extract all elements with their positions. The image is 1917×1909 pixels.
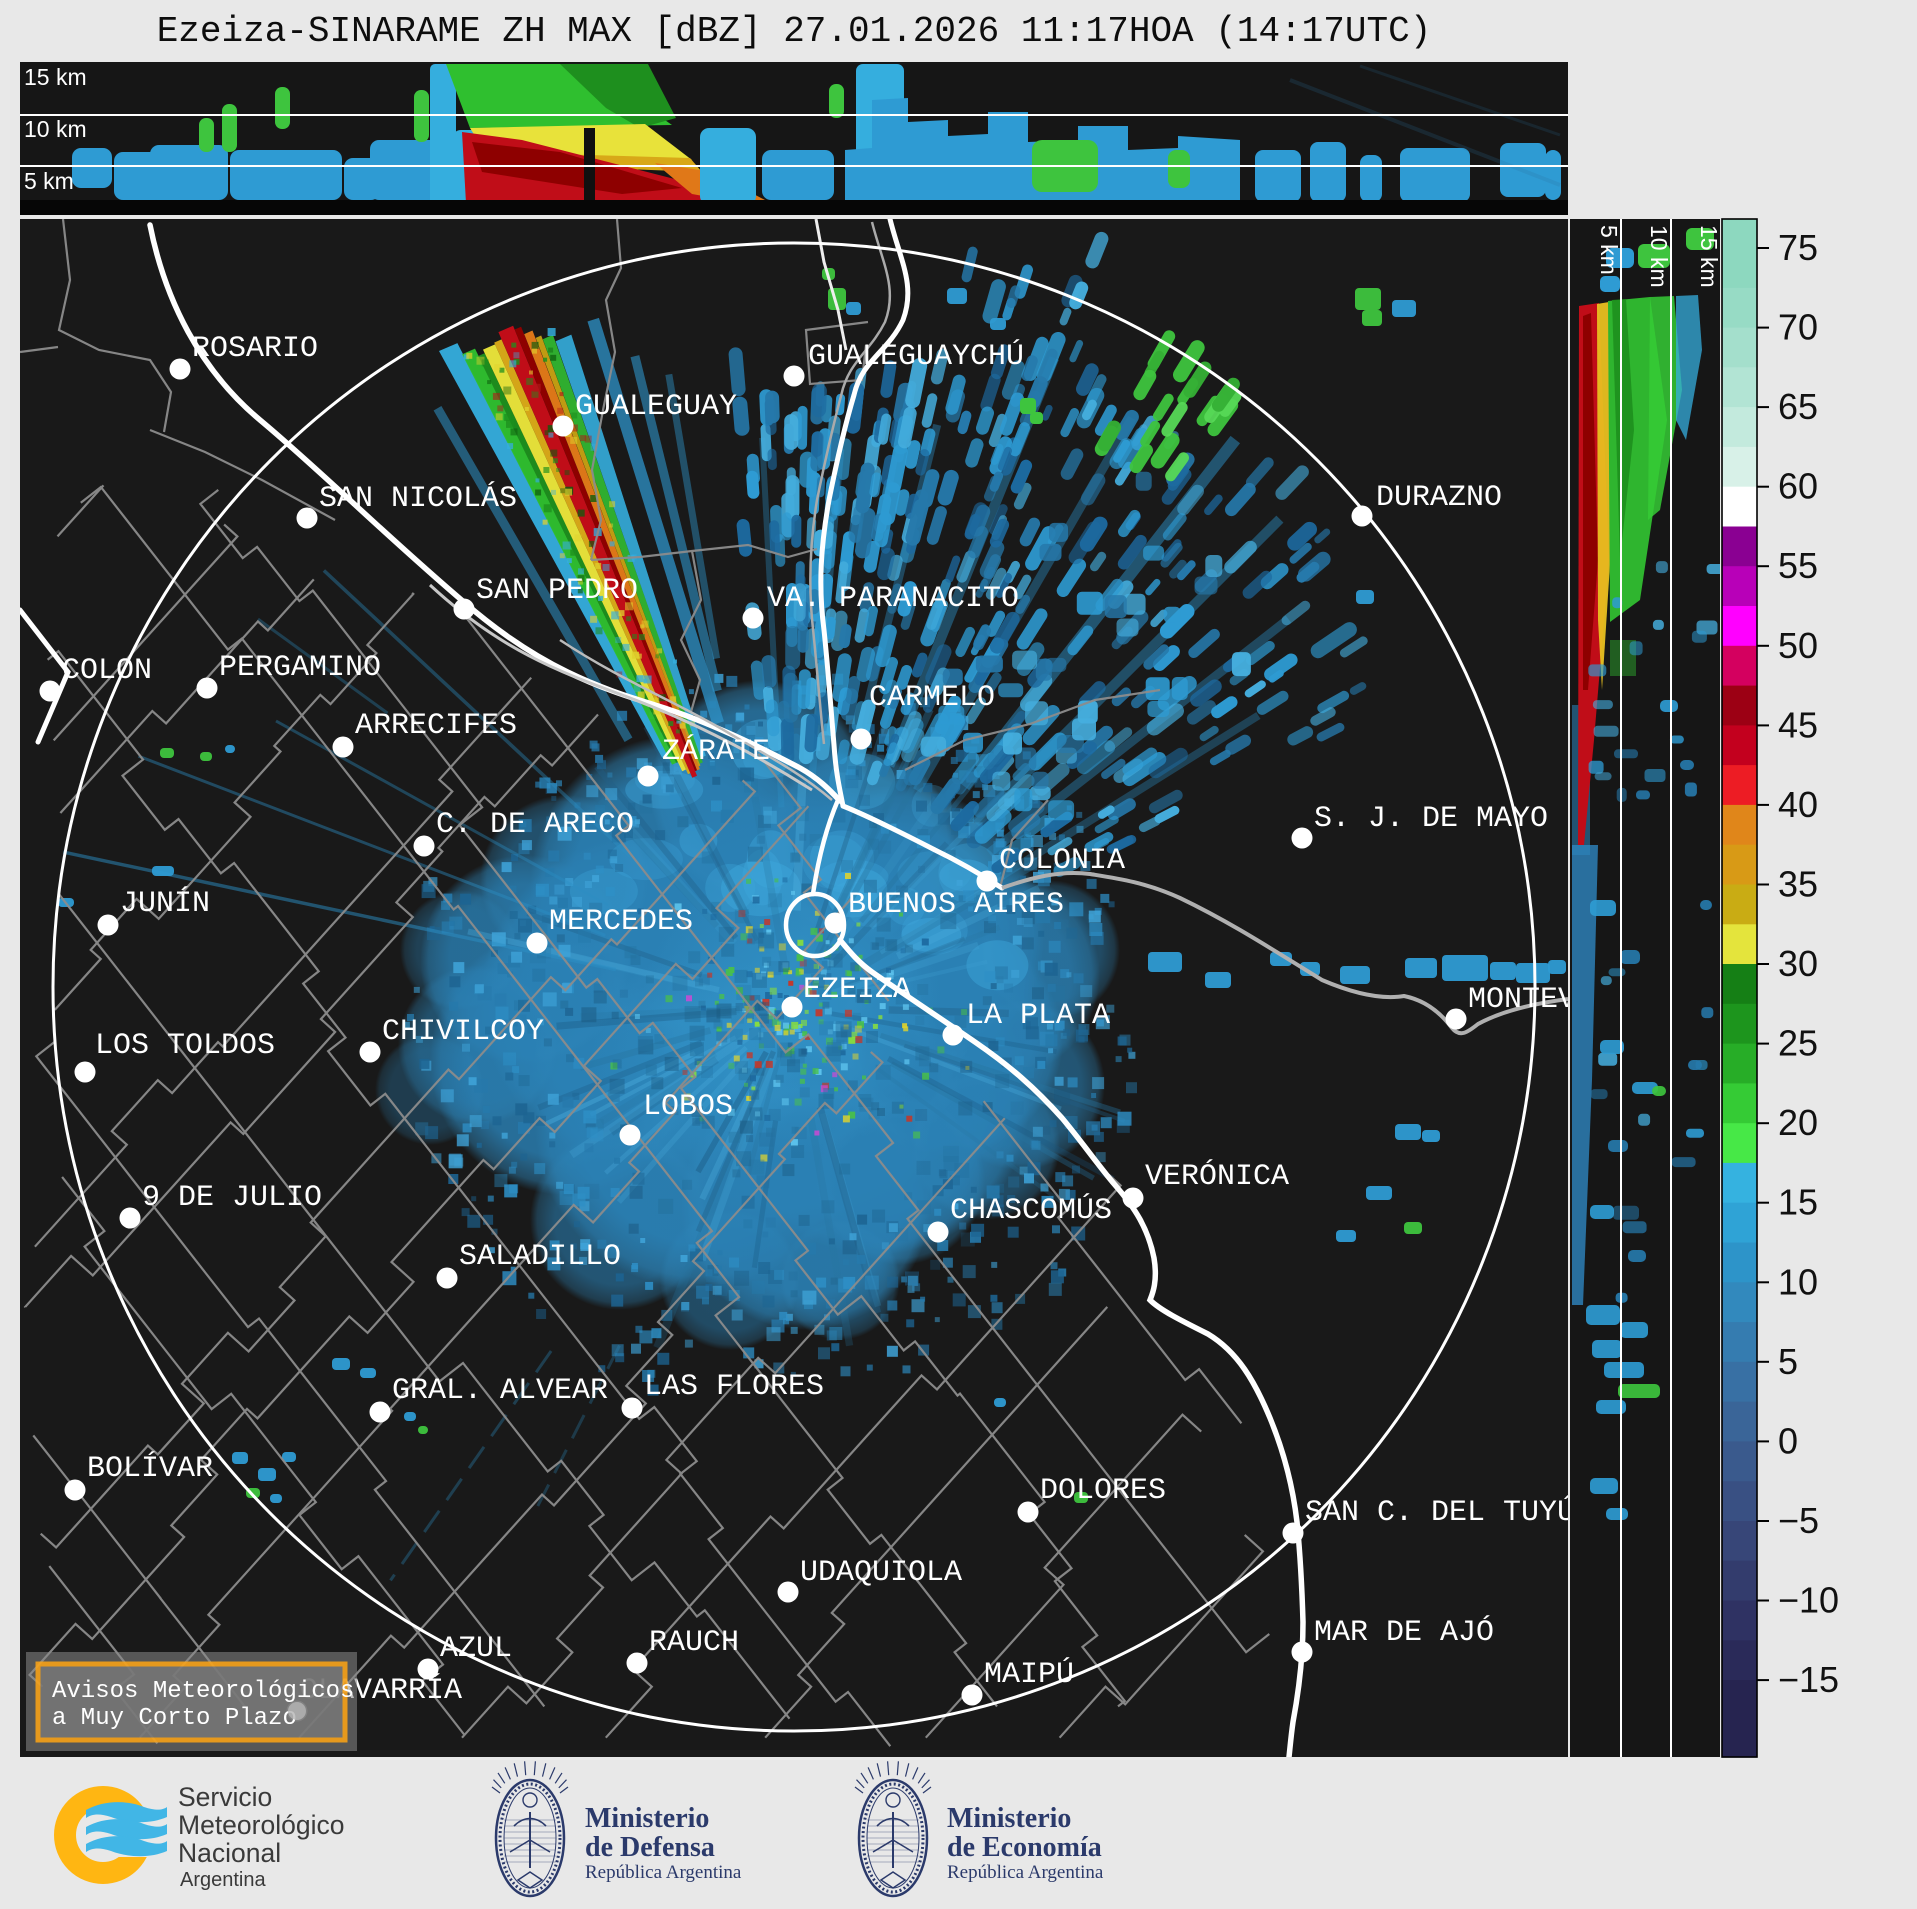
svg-text:UDAQUIOLA: UDAQUIOLA — [800, 1556, 962, 1590]
svg-text:55: 55 — [1778, 545, 1818, 586]
svg-text:25: 25 — [1778, 1023, 1818, 1064]
svg-text:AZUL: AZUL — [440, 1632, 512, 1666]
svg-text:40: 40 — [1778, 784, 1818, 825]
svg-text:BOLÍVAR: BOLÍVAR — [87, 1451, 213, 1486]
svg-text:LA PLATA: LA PLATA — [966, 999, 1110, 1033]
svg-text:VA. PARANACITO: VA. PARANACITO — [767, 582, 1019, 616]
svg-text:PERGAMINO: PERGAMINO — [219, 651, 381, 685]
svg-text:República Argentina: República Argentina — [947, 1862, 1104, 1883]
svg-text:a Muy Corto Plazo: a Muy Corto Plazo — [52, 1705, 297, 1732]
svg-text:MAR DE AJÓ: MAR DE AJÓ — [1314, 1615, 1494, 1650]
svg-text:15 km: 15 km — [24, 64, 87, 90]
svg-text:GRAL. ALVEAR: GRAL. ALVEAR — [392, 1374, 608, 1408]
svg-text:5: 5 — [1778, 1341, 1798, 1382]
svg-text:20: 20 — [1778, 1102, 1818, 1143]
svg-text:−15: −15 — [1778, 1659, 1839, 1700]
svg-text:RAUCH: RAUCH — [649, 1626, 739, 1660]
svg-text:0: 0 — [1778, 1420, 1798, 1461]
svg-text:60: 60 — [1778, 466, 1818, 507]
svg-text:30: 30 — [1778, 943, 1818, 984]
svg-text:GUALEGUAY: GUALEGUAY — [575, 390, 737, 424]
svg-text:MERCEDES: MERCEDES — [549, 905, 693, 939]
svg-text:COLONIA: COLONIA — [999, 844, 1125, 878]
svg-text:70: 70 — [1778, 307, 1818, 348]
svg-text:COLON: COLON — [62, 654, 152, 688]
svg-text:45: 45 — [1778, 704, 1818, 745]
svg-text:ZÁRATE: ZÁRATE — [662, 734, 770, 769]
svg-text:SAN PEDRO: SAN PEDRO — [476, 574, 638, 608]
svg-text:ARRECIFES: ARRECIFES — [355, 709, 517, 743]
svg-text:Ministerio: Ministerio — [585, 1803, 709, 1834]
svg-text:35: 35 — [1778, 864, 1818, 905]
svg-text:EZEIZA: EZEIZA — [803, 973, 911, 1007]
svg-text:Nacional: Nacional — [178, 1838, 281, 1868]
svg-text:5 km: 5 km — [1596, 225, 1622, 275]
svg-text:Meteorológico: Meteorológico — [178, 1810, 344, 1840]
svg-text:BUENOS AIRES: BUENOS AIRES — [848, 888, 1064, 922]
svg-text:CARMELO: CARMELO — [869, 681, 995, 715]
svg-text:5 km: 5 km — [24, 168, 74, 194]
svg-text:C. DE ARECO: C. DE ARECO — [436, 808, 634, 842]
svg-text:JUNÍN: JUNÍN — [120, 886, 210, 921]
svg-text:Avisos Meteorológicos: Avisos Meteorológicos — [52, 1678, 354, 1705]
svg-text:SALADILLO: SALADILLO — [459, 1240, 621, 1274]
svg-text:República Argentina: República Argentina — [585, 1862, 742, 1883]
svg-text:CHASCOMÚS: CHASCOMÚS — [950, 1193, 1112, 1228]
svg-text:VERÓNICA: VERÓNICA — [1145, 1159, 1289, 1194]
svg-text:10 km: 10 km — [1646, 225, 1672, 288]
svg-text:15 km: 15 km — [1696, 225, 1722, 288]
svg-text:Argentina: Argentina — [180, 1869, 266, 1891]
svg-text:de Economía: de Economía — [947, 1832, 1102, 1863]
svg-text:de Defensa: de Defensa — [585, 1832, 715, 1863]
svg-text:S. J. DE MAYO: S. J. DE MAYO — [1314, 802, 1548, 836]
svg-text:GUALEGUAYCHÚ: GUALEGUAYCHÚ — [808, 339, 1024, 374]
svg-text:CHIVILCOY: CHIVILCOY — [382, 1015, 544, 1049]
svg-text:10 km: 10 km — [24, 116, 87, 142]
svg-text:LOBOS: LOBOS — [643, 1090, 733, 1124]
svg-text:MAIPÚ: MAIPÚ — [984, 1657, 1074, 1692]
svg-text:65: 65 — [1778, 386, 1818, 427]
svg-text:DOLORES: DOLORES — [1040, 1474, 1166, 1508]
svg-text:SAN C. DEL TUYÚ: SAN C. DEL TUYÚ — [1305, 1495, 1575, 1530]
svg-text:15: 15 — [1778, 1182, 1818, 1223]
svg-text:−10: −10 — [1778, 1580, 1839, 1621]
svg-text:ROSARIO: ROSARIO — [192, 332, 318, 366]
svg-text:10: 10 — [1778, 1261, 1818, 1302]
svg-text:LOS TOLDOS: LOS TOLDOS — [95, 1029, 275, 1063]
svg-text:LAS FLORES: LAS FLORES — [644, 1370, 824, 1404]
svg-text:Ministerio: Ministerio — [947, 1803, 1071, 1834]
svg-text:DURAZNO: DURAZNO — [1376, 481, 1502, 515]
svg-text:Servicio: Servicio — [178, 1782, 272, 1812]
svg-text:50: 50 — [1778, 625, 1818, 666]
svg-text:MONTEVIDEO: MONTEVIDEO — [1468, 983, 1648, 1017]
svg-text:−5: −5 — [1778, 1500, 1819, 1541]
svg-text:9 DE JULIO: 9 DE JULIO — [142, 1181, 322, 1215]
svg-text:SAN NICOLÁS: SAN NICOLÁS — [319, 481, 517, 516]
svg-text:75: 75 — [1778, 227, 1818, 268]
